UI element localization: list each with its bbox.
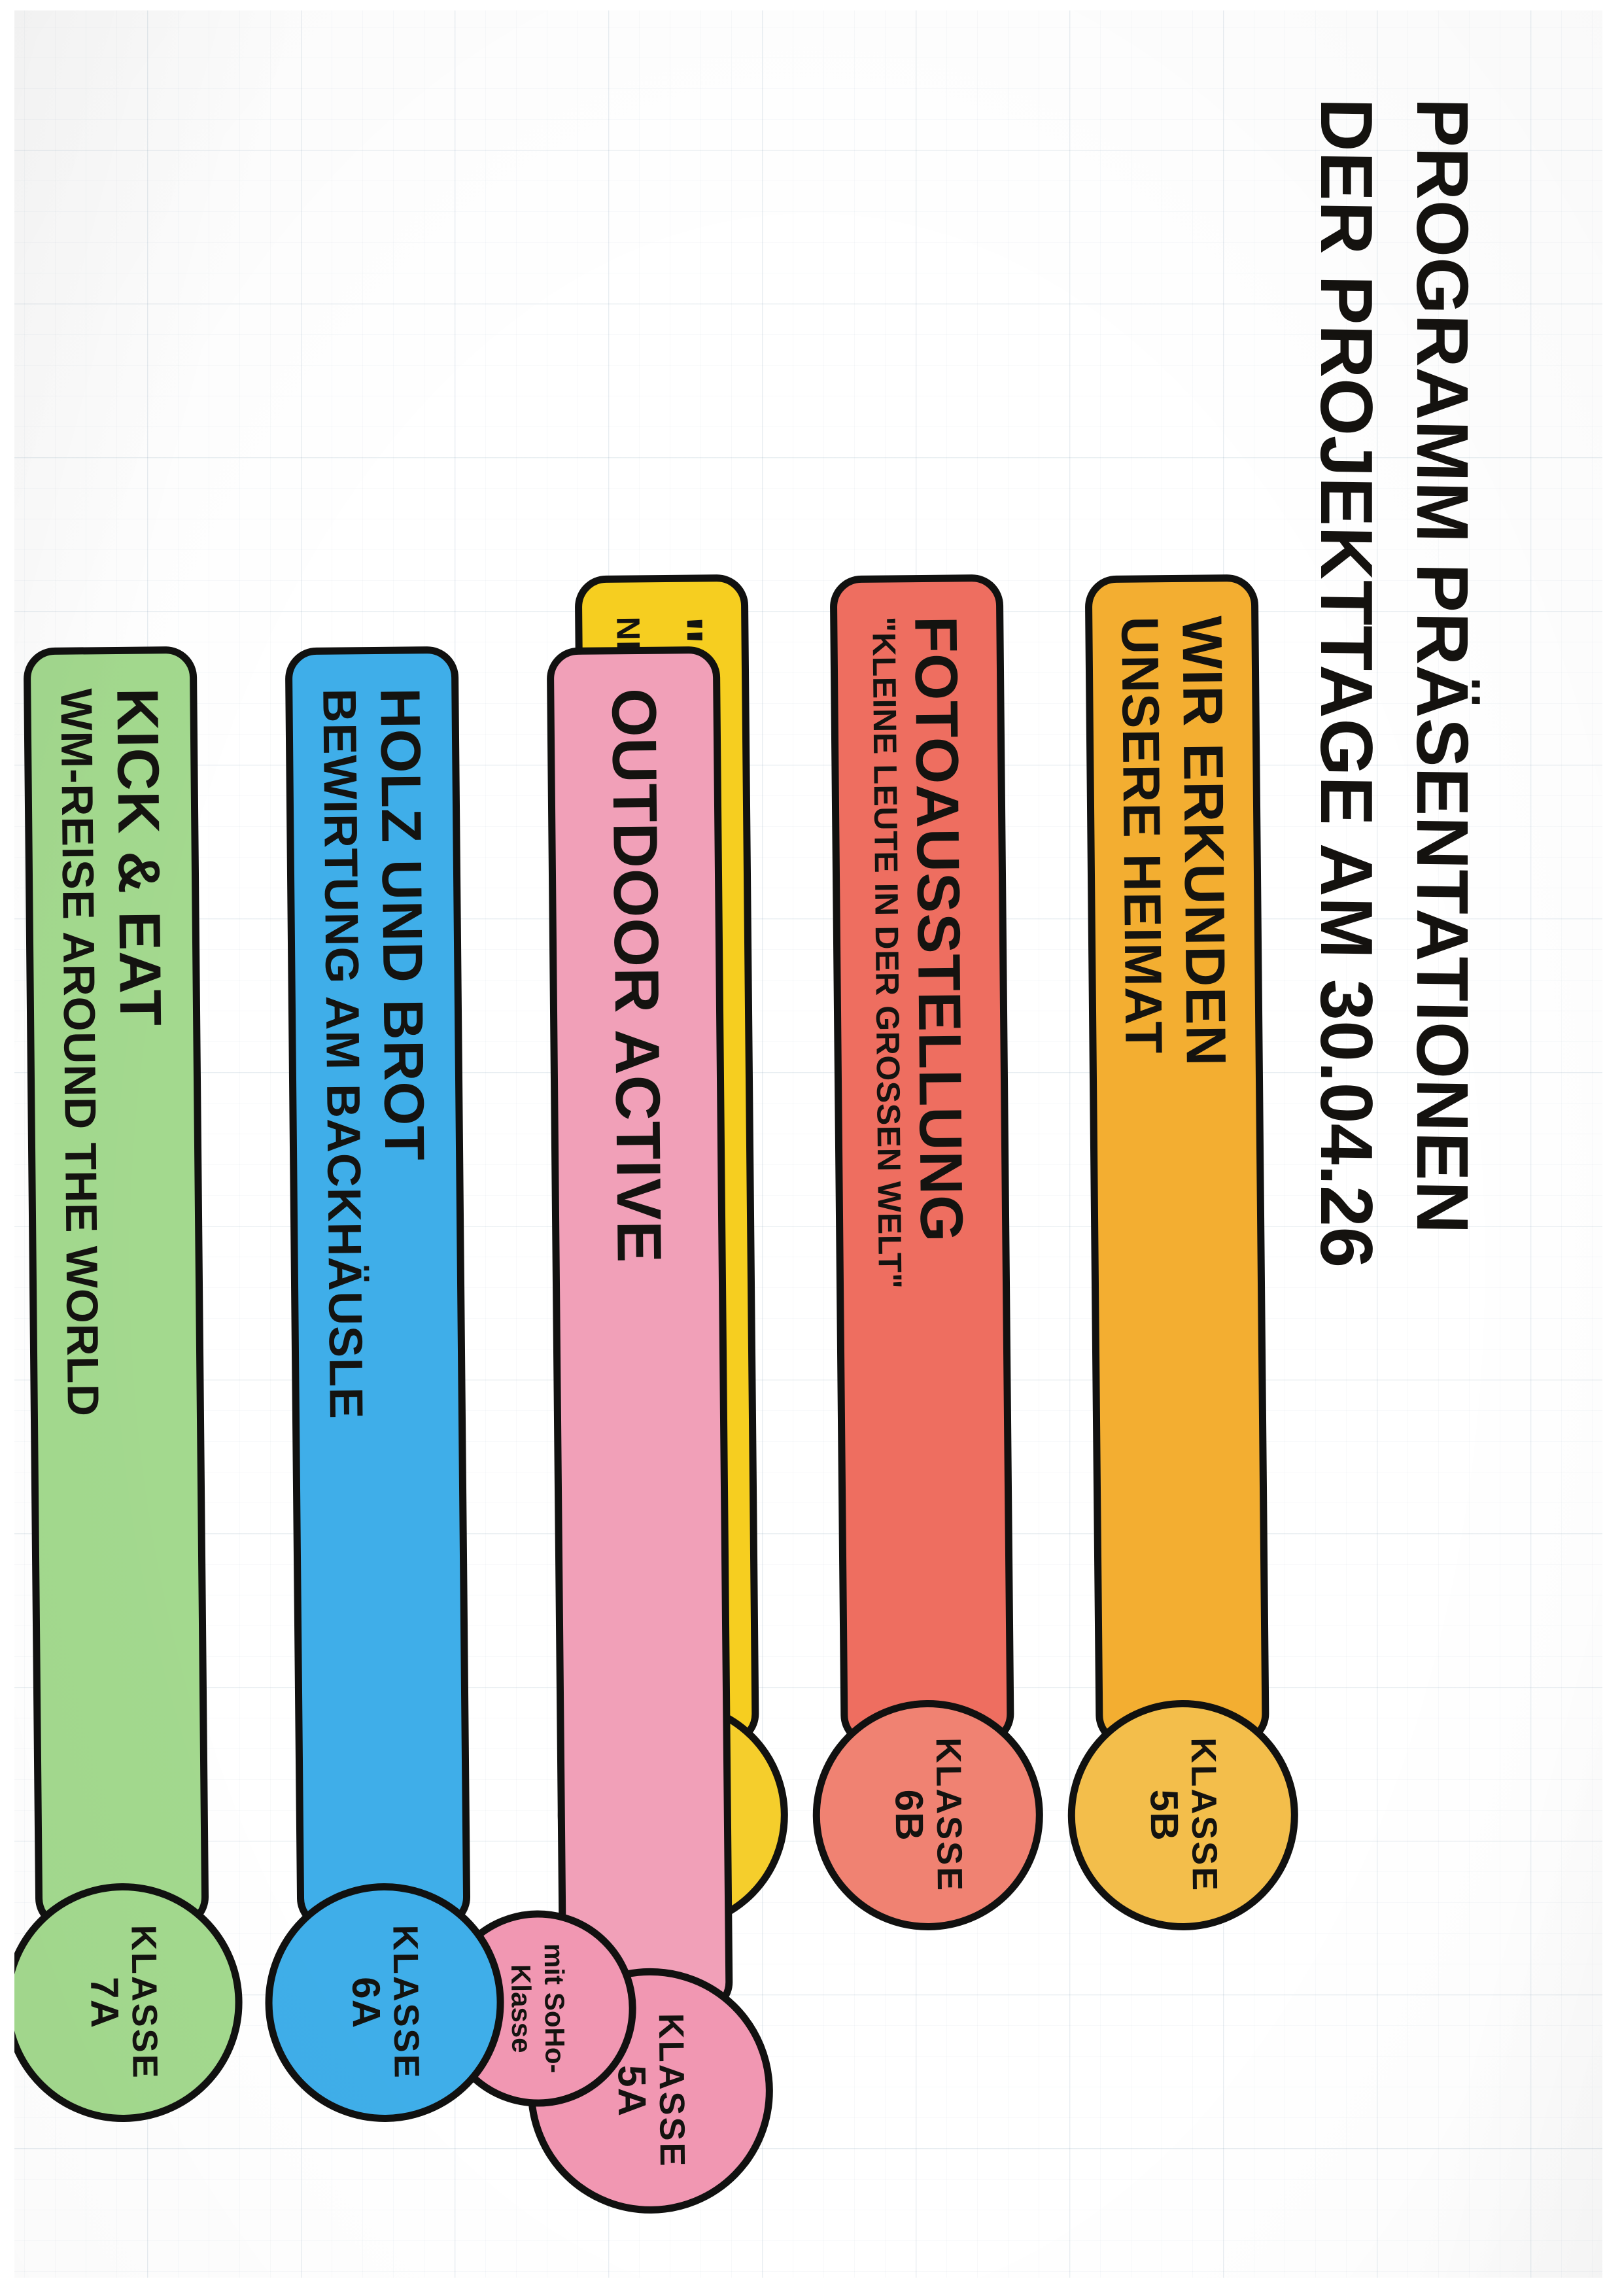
class-label-5b: KLASSE [1184,1737,1225,1893]
project-subtitle-6a: BEWIRTUNG AM BACKHÄUSLE [313,688,373,1420]
project-subtitle-7a: WM-REISE AROUND THE WORLD [51,688,109,1418]
project-title-5b: WIR ERKUNDEN [1170,616,1238,1067]
class-name-5b: 5B [1142,1789,1187,1842]
class-name-6a: 6A [343,1976,388,2029]
scan-edge-top [0,0,1622,10]
project-title-6b: FOTOAUSSTELLUNG [902,616,975,1243]
class-label-6a: KLASSE [385,1924,426,2080]
project-title-6a: HOLZ UND BROT [368,687,436,1162]
class-circle-7a[interactable]: KLASSE 7A [2,1882,244,2123]
headline-line-2: DER PROJEKTTAGE AM 30.04.26 [1305,97,1389,1269]
class-name-5a: 5A [610,2064,654,2117]
class-name-7a: 7A [82,1976,127,2029]
project-title-5a: OUTDOOR ACTIVE [598,687,675,1264]
scan-edge-right [1602,0,1622,2295]
class-circle-6b[interactable]: KLASSE 6B [812,1699,1044,1932]
project-title-7a: KICK & EAT [104,687,173,1027]
poster-headline: PROGRAMM PRÄSENTATIONEN DER PROJEKTTAGE … [1299,97,1490,1799]
project-subtitle-5b: UNSERE HEIMAT [1111,616,1174,1054]
soho-note-line-2: Klasse [505,1964,538,2053]
scan-edge-bottom [0,2278,1622,2295]
project-bar-6a[interactable]: HOLZ UND BROT BEWIRTUNG AM BACKHÄUSLE [285,646,471,1930]
class-label-6b: KLASSE [929,1737,970,1893]
project-bar-5a[interactable]: OUTDOOR ACTIVE [546,646,733,2015]
headline-line-1: PROGRAMM PRÄSENTATIONEN [1402,97,1483,1235]
project-kick-and-eat[interactable]: KICK & EAT WM-REISE AROUND THE WORLD KLA… [0,0,244,2296]
scan-edge-left [0,0,14,2295]
project-bar-6b[interactable]: FOTOAUSSTELLUNG "KLEINE LEUTE IN DER GRO… [829,574,1014,1747]
class-label-7a: KLASSE [124,1924,165,2080]
project-bar-5b[interactable]: WIR ERKUNDEN UNSERE HEIMAT [1084,574,1269,1747]
class-circle-5b[interactable]: KLASSE 5B [1067,1699,1300,1932]
class-label-5a: KLASSE [651,2013,692,2168]
class-circle-6a[interactable]: KLASSE 6A [264,1882,506,2123]
soho-note-line-1: mit SoHo- [538,1943,571,2074]
project-bar-7a[interactable]: KICK & EAT WM-REISE AROUND THE WORLD [23,646,209,1930]
class-name-6b: 6B [887,1789,932,1842]
